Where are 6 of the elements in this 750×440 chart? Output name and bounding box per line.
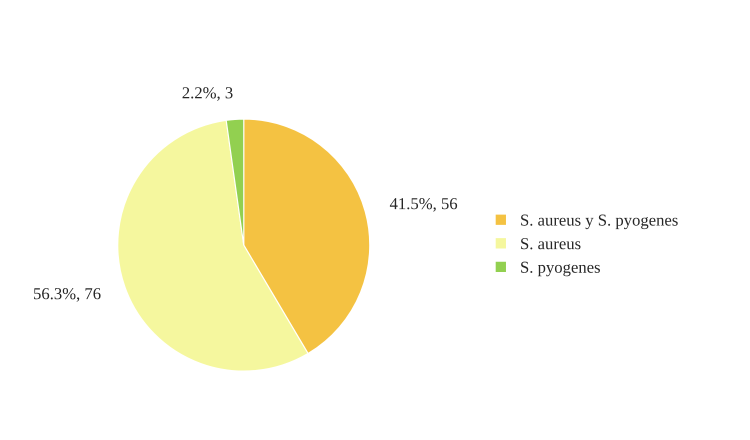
data-label: 2.2%, 3 bbox=[182, 87, 233, 101]
legend-label: S. aureus y S. pyogenes bbox=[521, 214, 678, 230]
legend-label: S. aureus bbox=[521, 238, 580, 250]
data-label: 56.3%, 76 bbox=[34, 288, 101, 302]
legend-label: S. pyogenes bbox=[521, 262, 600, 276]
data-label: 41.5%, 56 bbox=[390, 198, 458, 212]
